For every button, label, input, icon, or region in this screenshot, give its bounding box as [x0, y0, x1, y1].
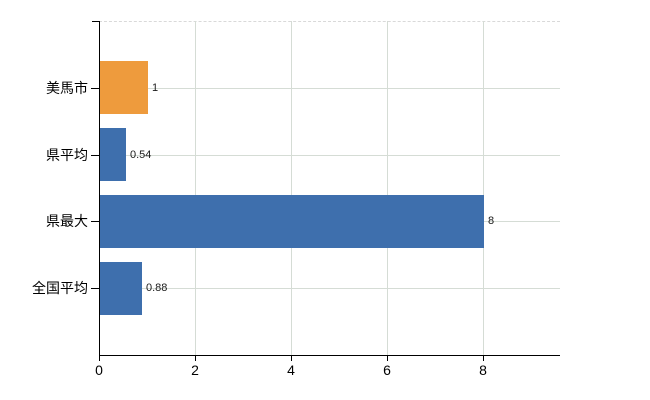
gridline-vertical [387, 21, 388, 355]
x-axis-tick-label: 4 [287, 362, 295, 378]
x-axis-tick [483, 356, 484, 361]
y-axis-tick [91, 155, 99, 156]
x-axis-tick [195, 356, 196, 361]
gridline-vertical [195, 21, 196, 355]
bar-value-label: 0.54 [130, 149, 152, 161]
bar-value-label: 1 [152, 82, 159, 94]
bar [100, 262, 142, 315]
category-label: 県平均 [46, 147, 88, 163]
x-axis-tick-label: 8 [479, 362, 487, 378]
y-axis-tick [91, 288, 99, 289]
gridline-vertical [291, 21, 292, 355]
gridline-horizontal [99, 88, 560, 89]
category-label: 全国平均 [32, 280, 88, 296]
x-axis-tick [291, 356, 292, 361]
bar [100, 195, 484, 248]
y-axis-top-tick [92, 21, 99, 22]
x-axis-line [99, 355, 560, 356]
x-axis-tick-label: 2 [191, 362, 199, 378]
x-axis-tick-label: 6 [383, 362, 391, 378]
x-axis-tick-label: 0 [95, 362, 103, 378]
gridline-horizontal [99, 288, 560, 289]
plot-top-border [99, 21, 560, 22]
x-axis-tick [387, 356, 388, 361]
y-axis-line [99, 21, 100, 359]
y-axis-tick [91, 88, 99, 89]
bar [100, 61, 148, 114]
category-label: 美馬市 [46, 80, 88, 96]
bar [100, 128, 126, 181]
y-axis-tick [91, 221, 99, 222]
category-label: 県最大 [46, 213, 88, 229]
bar-value-label: 8 [488, 215, 495, 227]
gridline-vertical [483, 21, 484, 355]
bar-value-label: 0.88 [146, 282, 168, 294]
gridline-horizontal [99, 155, 560, 156]
x-axis-tick [99, 356, 100, 361]
